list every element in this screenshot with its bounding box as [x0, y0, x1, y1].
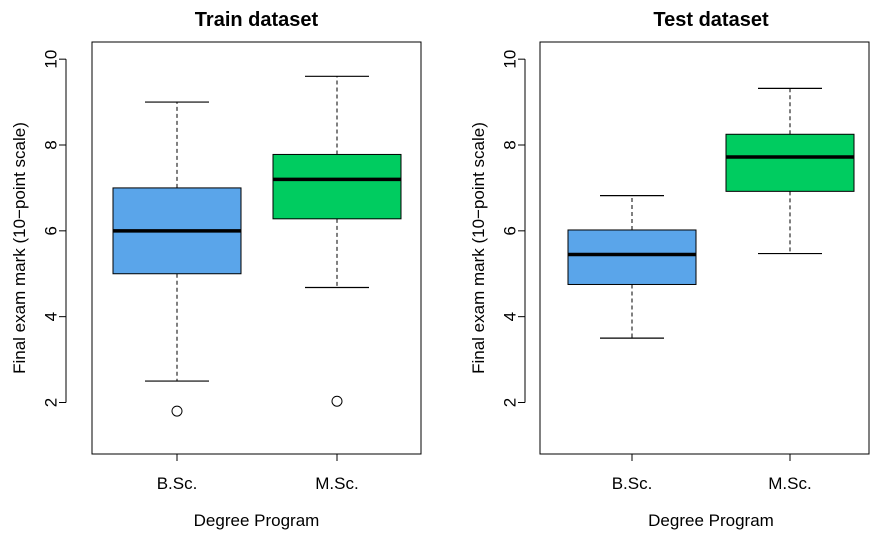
- outlier-point: [331, 395, 343, 407]
- box-iqr: [272, 153, 402, 220]
- y-tick-label: 4: [501, 312, 520, 321]
- box-msc: [272, 75, 402, 407]
- xlabel-train: Degree Program: [194, 511, 320, 530]
- box-msc: [725, 87, 855, 255]
- y-tick-label: 6: [501, 226, 520, 235]
- y-tick-label: 8: [501, 140, 520, 149]
- box-iqr: [725, 133, 855, 192]
- y-tick-label: 10: [42, 50, 61, 69]
- marks-test: 2 4 6 8 10 B.Sc. M.Sc.: [501, 50, 855, 493]
- outlier-point: [171, 405, 183, 417]
- x-tick-label: M.Sc.: [315, 474, 358, 493]
- ylabel-test: Final exam mark (10−point scale): [469, 122, 488, 374]
- panel-test: Test dataset Final exam mark (10−point s…: [469, 9, 870, 530]
- y-tick-label: 2: [501, 398, 520, 407]
- box-bsc: [567, 195, 697, 339]
- box-bsc: [112, 101, 242, 417]
- y-tick-label: 6: [42, 226, 61, 235]
- y-tick-label: 2: [42, 398, 61, 407]
- y-tick-label: 10: [501, 50, 520, 69]
- x-tick-label: B.Sc.: [157, 474, 198, 493]
- panel-train: Train dataset Final exam mark (10−point …: [10, 9, 422, 530]
- xlabel-test: Degree Program: [648, 511, 774, 530]
- chart-title-train: Train dataset: [195, 9, 319, 31]
- x-tick-label: B.Sc.: [612, 474, 653, 493]
- box-iqr: [567, 229, 697, 285]
- marks-train: 2 4 6 8 10 B.Sc. M.Sc.: [42, 50, 402, 493]
- x-tick-label: M.Sc.: [768, 474, 811, 493]
- y-tick-label: 4: [42, 312, 61, 321]
- chart-title-test: Test dataset: [653, 9, 769, 31]
- ylabel-train: Final exam mark (10−point scale): [10, 122, 29, 374]
- y-tick-label: 8: [42, 140, 61, 149]
